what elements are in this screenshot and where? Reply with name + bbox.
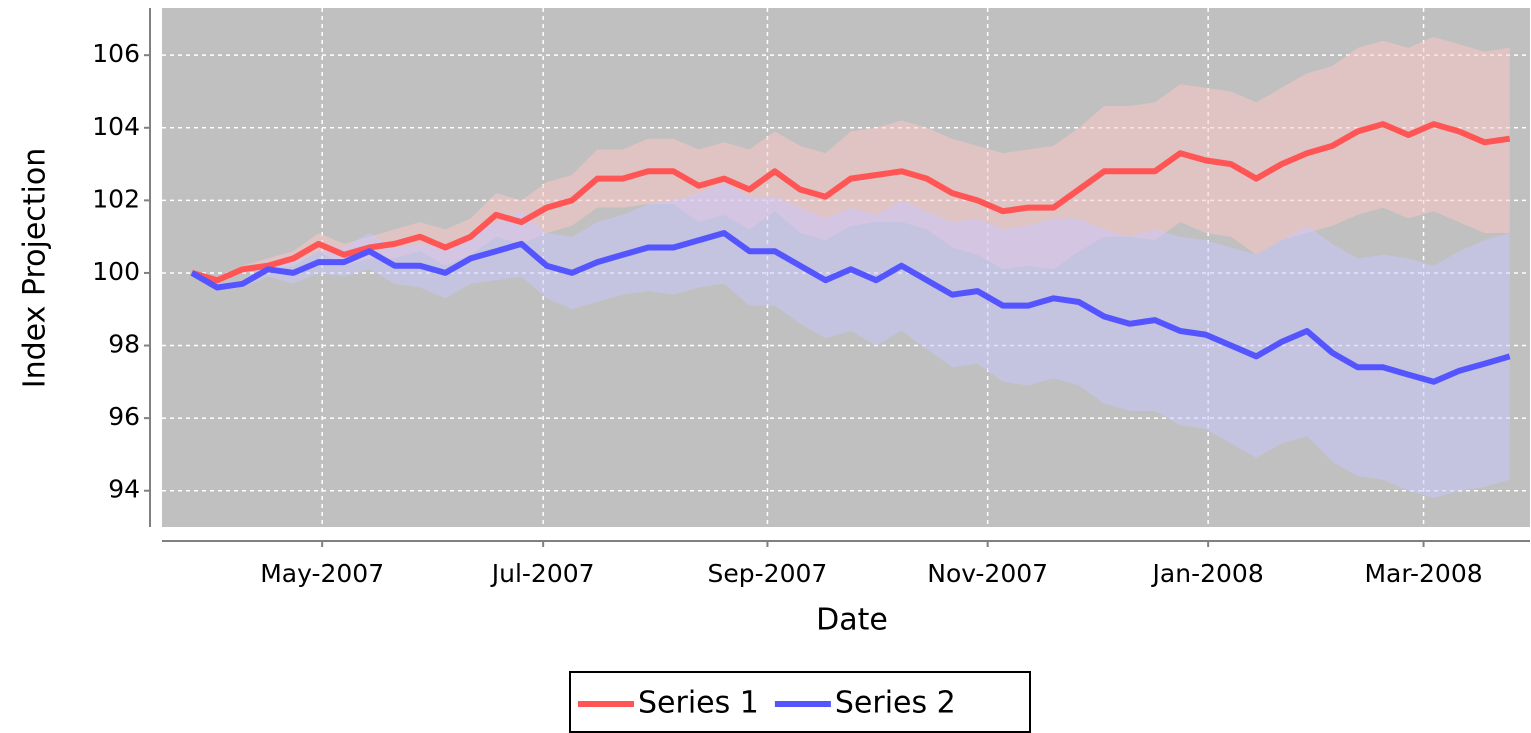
x-tick-label: Sep-2007 — [708, 559, 828, 588]
legend-label: Series 2 — [835, 686, 956, 721]
y-tick-label: 96 — [108, 402, 140, 431]
x-tick-label: Jan-2008 — [1151, 559, 1264, 588]
x-tick-label: Nov-2007 — [927, 559, 1048, 588]
x-tick-label: Jul-2007 — [490, 559, 595, 588]
series-line — [191, 121, 1511, 284]
x-axis-title: Date — [816, 603, 888, 638]
y-tick-label: 102 — [92, 184, 140, 213]
deviation-band — [191, 182, 1510, 498]
series-line — [190, 230, 1511, 385]
y-tick-label: 104 — [92, 112, 140, 141]
legend: Series 1 Series 2 — [569, 671, 1031, 733]
y-axis-title: Index Projection — [18, 148, 53, 388]
x-tick-label: May-2007 — [260, 559, 384, 588]
x-tick-label: Mar-2008 — [1364, 559, 1482, 588]
y-tick-label: 106 — [92, 39, 140, 68]
y-tick-label: 100 — [92, 257, 140, 286]
y-tick-label: 98 — [108, 330, 140, 359]
legend-label: Series 1 — [638, 686, 759, 721]
y-tick-label: 94 — [108, 475, 140, 504]
